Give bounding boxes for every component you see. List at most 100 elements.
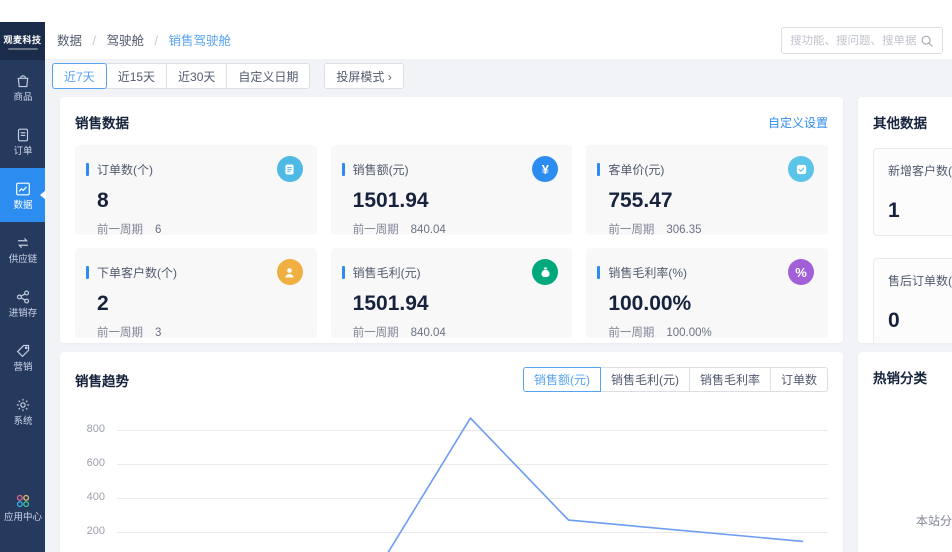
sidebar-item-label: 商品 [13,91,32,103]
sidebar-item-marketing[interactable]: 营销 [0,330,45,384]
hot-categories-panel: 热销分类 本站分类销 [858,352,952,552]
yen-icon: ¥ [532,156,559,182]
stat-value: 1501.94 [352,189,429,212]
stat-value: 100.00% [608,292,692,315]
price-tag-icon [16,344,29,357]
swap-arrows-icon [17,237,28,248]
trend-line-series [387,417,804,552]
metric-gross-margin[interactable]: 销售毛利率 [688,367,771,392]
sidebar-item-label: 应用中心 [3,511,42,523]
app-center-icon [16,494,29,507]
sidebar-item-label: 数据 [13,199,32,211]
sidebar-item-inventory[interactable]: 进销存 [0,276,45,330]
panel-title-hot: 热销分类 [873,371,927,386]
sidebar-item-system[interactable]: 系统 [0,384,45,438]
stat-value: 1501.94 [352,292,429,315]
sidebar-item-label: 进销存 [8,307,37,319]
prev-period-label: 前一周期 [97,327,143,339]
accent-bar [86,265,89,279]
stat-label: 销售毛利(元) [352,265,421,280]
stat-label: 下单客户数(个) [97,265,177,280]
prev-period-label: 前一周期 [352,327,399,339]
hot-categories-footnote: 本站分类销 [916,514,952,528]
stat-value: 755.47 [608,189,673,212]
stat-label: 新增客户数(个) [888,164,952,178]
breadcrumb: 数据 / 驾驶舱 / 销售驾驶舱 [57,30,231,49]
search-input[interactable] [790,34,920,47]
stat-cards-grid: 订单数(个) 8 前一周期 6 销售额(元) ¥ 1501.94 前一周期 840.… [75,145,828,339]
stat-card-gross-profit: 销售毛利(元) 1501.94 前一周期 840.04 [330,248,573,339]
prev-period-value: 840.04 [410,327,446,339]
y-axis: 800 600 400 200 [75,408,111,552]
sales-trend-panel: 销售趋势 销售额(元) 销售毛利(元) 销售毛利率 订单数 800 600 40… [60,352,843,552]
stat-card-avg-order-value: 客单价(元) 755.47 前一周期 306.35 [586,145,828,236]
search-icon[interactable] [920,34,934,48]
brand-tagline [7,47,38,50]
sidebar-item-app-center[interactable]: 应用中心 [0,480,45,534]
sidebar-item-label: 营销 [13,361,32,373]
filter-last-7-days[interactable]: 近7天 [52,63,107,89]
custom-settings-link[interactable]: 自定义设置 [767,115,828,130]
y-tick-label: 800 [86,423,105,435]
breadcrumb-item-data[interactable]: 数据 [57,34,83,48]
stat-label: 销售额(元) [352,162,409,177]
gear-icon [16,398,29,411]
stat-card-ordering-customers: 下单客户数(个) 2 前一周期 3 [75,248,317,339]
stat-value: 2 [97,292,109,315]
metric-order-count[interactable]: 订单数 [769,367,828,392]
sidebar: 观麦科技 商品 订单 数据 供应链 进销存 [0,22,46,552]
gridline [117,532,828,533]
other-card-aftersale-orders: 售后订单数(个) 0 [873,258,952,343]
sidebar-item-label: 供应链 [8,253,37,265]
check-square-icon [788,156,814,182]
gridline [117,430,828,431]
other-data-panel: 其他数据 新增客户数(个) 1 售后订单数(个) 0 [858,97,952,343]
stat-label: 售后订单数(个) [888,274,952,288]
prev-period-label: 前一周期 [352,224,399,236]
breadcrumb-separator: / [154,34,158,48]
cast-mode-button[interactable]: 投屏模式 › [324,63,404,89]
metric-sales-amount[interactable]: 销售额(元) [522,367,601,392]
stat-card-order-count: 订单数(个) 8 前一周期 6 [75,145,317,236]
date-range-filters: 近7天 近15天 近30天 自定义日期 投屏模式 › [52,63,404,89]
line-chart-icon [15,182,30,195]
prev-period-value: 100.00% [666,327,712,339]
brand-name: 观麦科技 [3,34,42,45]
filter-last-30-days[interactable]: 近30天 [166,63,228,89]
sidebar-item-data[interactable]: 数据 [0,168,46,222]
sidebar-item-supply-chain[interactable]: 供应链 [0,222,45,276]
gridline [117,464,828,465]
breadcrumb-current: 销售驾驶舱 [168,34,231,48]
accent-bar [597,265,601,279]
accent-bar [86,162,89,176]
stat-label: 销售毛利率(%) [608,265,687,280]
filter-custom-date[interactable]: 自定义日期 [226,63,311,89]
breadcrumb-item-cockpit[interactable]: 驾驶舱 [106,34,144,48]
breadcrumb-separator: / [92,34,96,48]
sidebar-item-label: 订单 [13,145,32,157]
user-icon [276,259,303,285]
active-indicator [40,190,46,200]
metric-gross-profit[interactable]: 销售毛利(元) [599,367,690,392]
trend-chart: 800 600 400 200 [75,408,828,552]
global-search[interactable] [781,27,943,54]
panel-title-sales: 销售数据 [75,116,129,131]
stat-value: 8 [97,189,109,212]
sidebar-item-orders[interactable]: 订单 [0,114,45,168]
prev-period-label: 前一周期 [97,224,143,236]
accent-bar [341,162,345,176]
percent-icon: % [788,259,814,285]
prev-period-value: 6 [155,224,162,236]
sidebar-item-goods[interactable]: 商品 [0,60,45,114]
prev-period-value: 306.35 [666,224,702,236]
panel-title-other: 其他数据 [873,116,927,131]
order-doc-icon [17,128,28,141]
sales-data-panel: 销售数据 自定义设置 订单数(个) 8 前一周期 6 销售额(元) ¥ 1501.… [60,97,843,343]
shopping-bag-icon [17,74,28,87]
filter-last-15-days[interactable]: 近15天 [105,63,168,89]
gridline [117,498,828,499]
brand-logo: 观麦科技 [0,22,45,60]
accent-bar [341,265,345,279]
share-nodes-icon [16,289,29,304]
stat-value: 0 [888,309,900,332]
